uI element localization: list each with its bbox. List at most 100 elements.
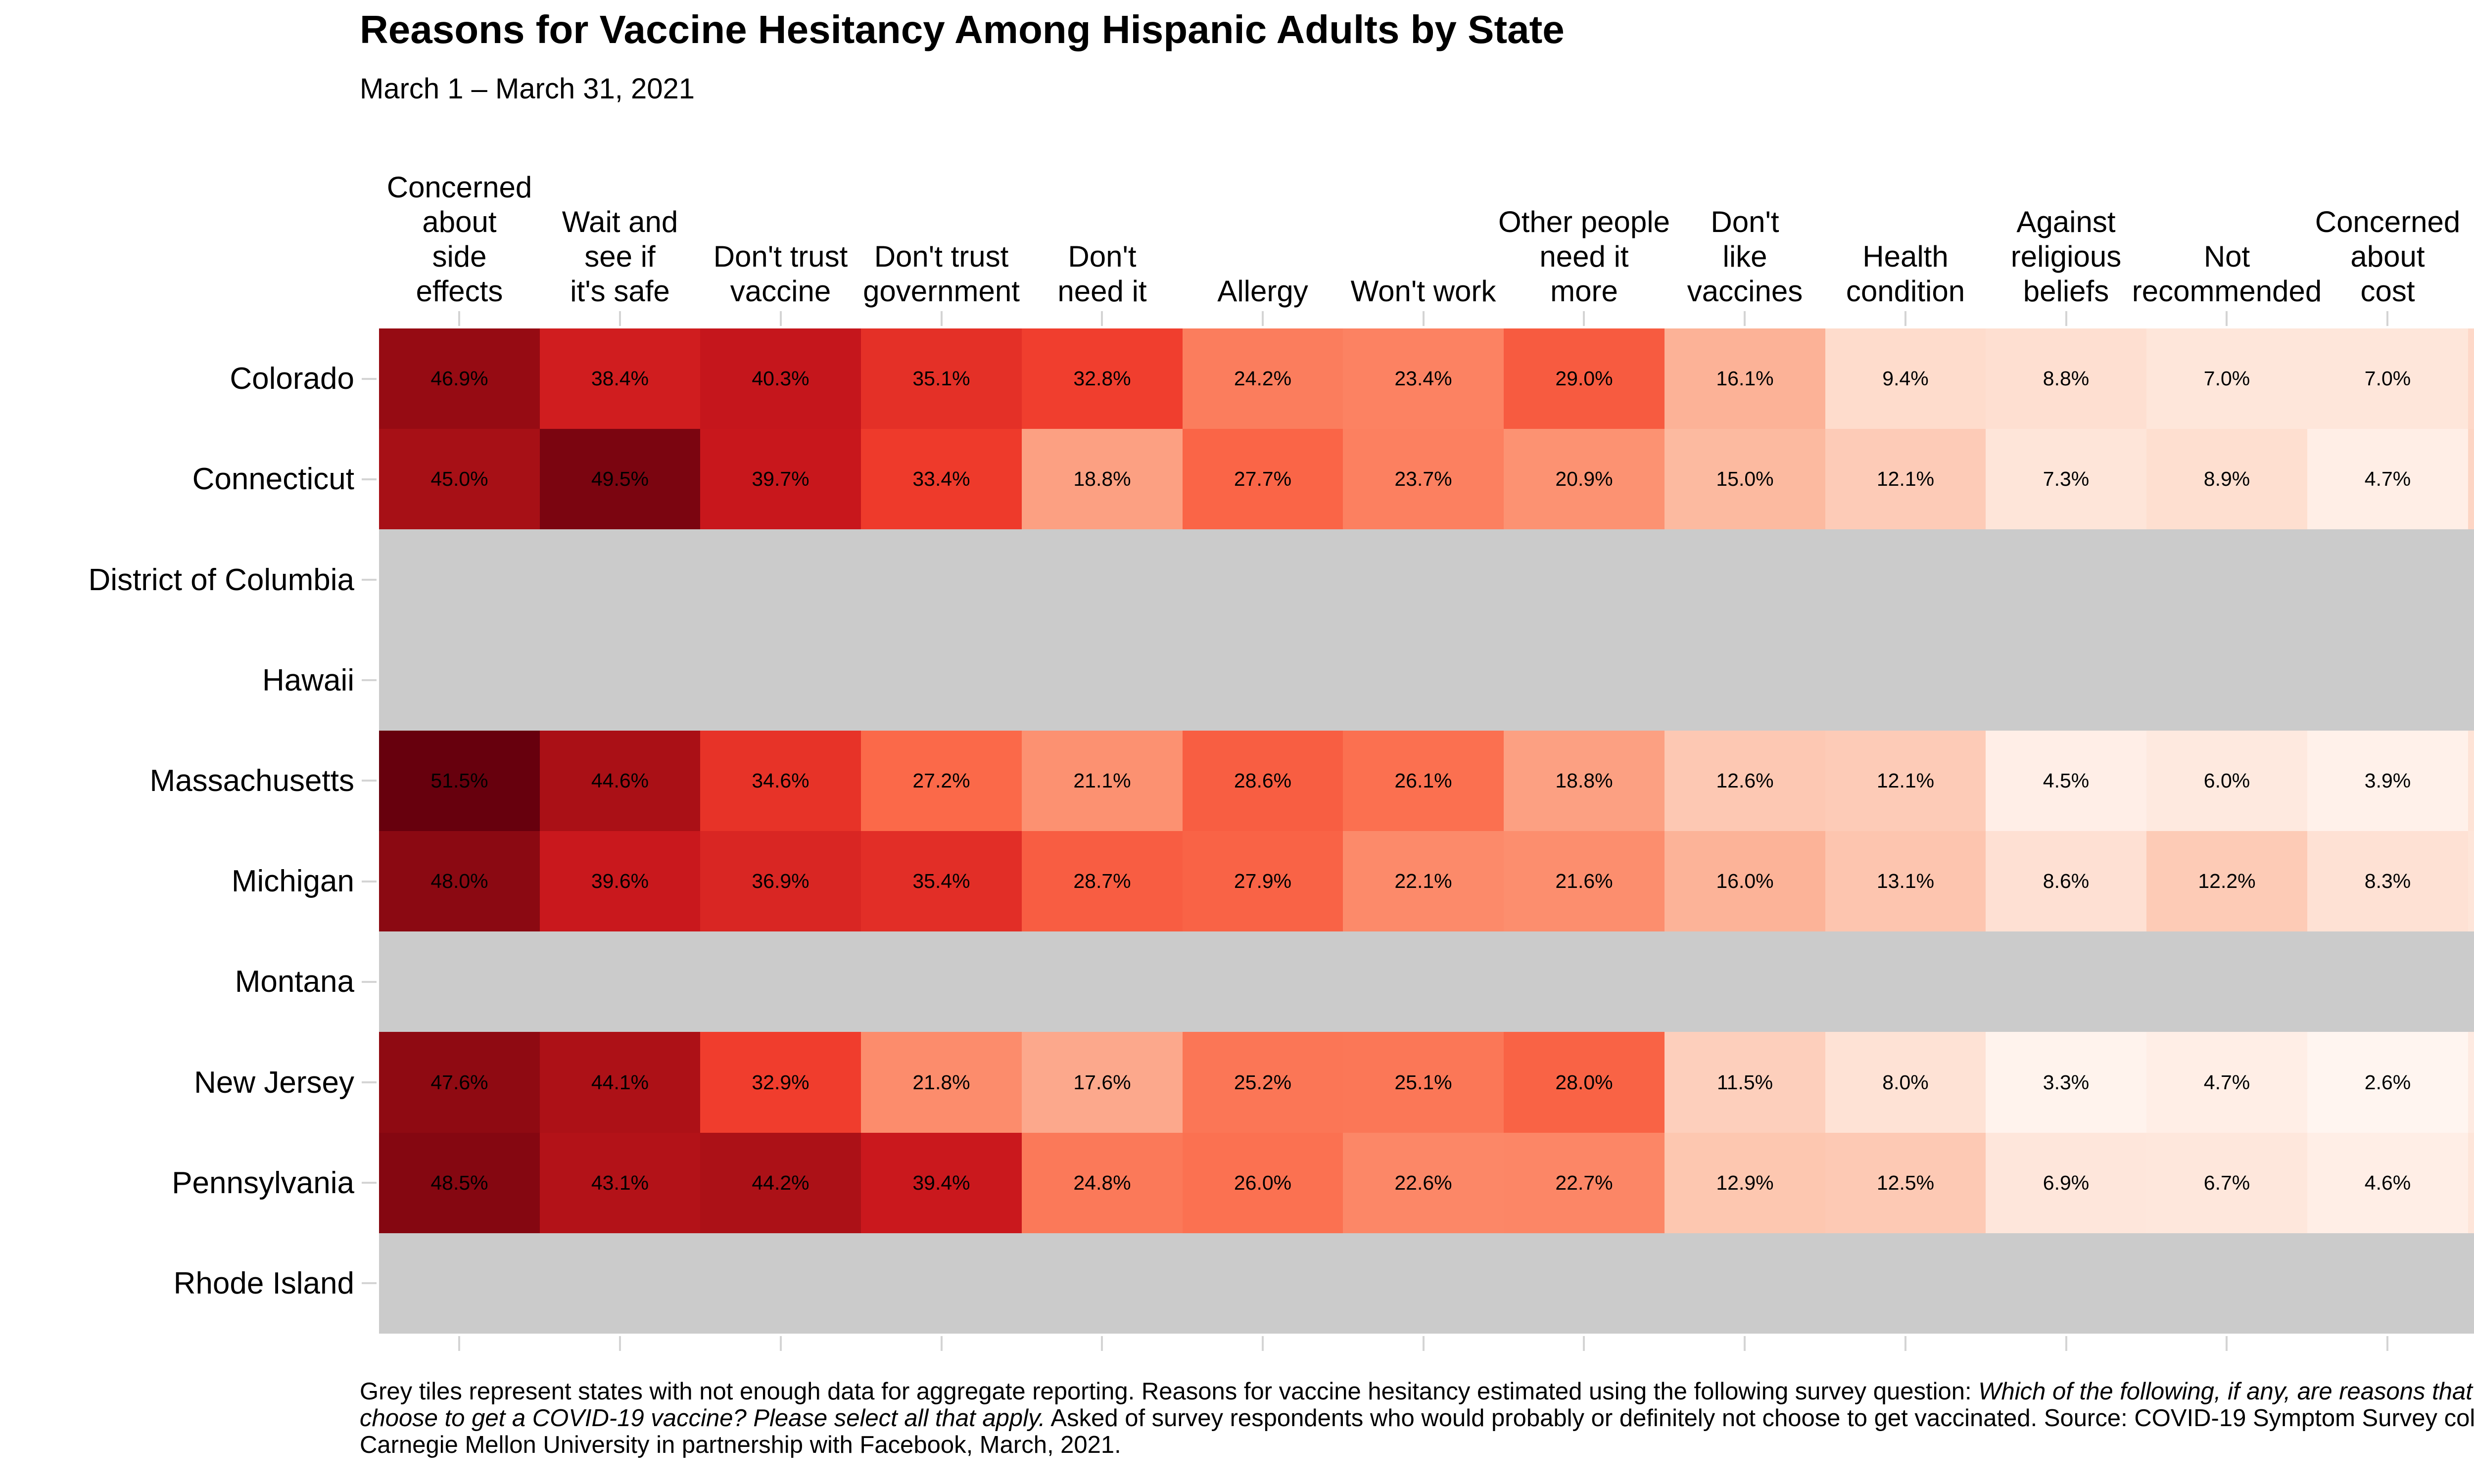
heatmap-cell-missing: [540, 630, 700, 731]
cell-value: 24.8%: [1073, 1171, 1131, 1194]
column-header: Concerned about cost: [2258, 139, 2474, 309]
heatmap-cell: 48.0%: [379, 831, 540, 931]
heatmap-cell: 21.6%: [1504, 831, 1665, 931]
heatmap-cell-missing: [2468, 529, 2474, 630]
column-header: Allergy: [1133, 139, 1392, 309]
cell-value: 24.2%: [1234, 367, 1292, 390]
axis-tick-bottom: [1904, 1336, 1906, 1351]
heatmap-cell: 28.0%: [1504, 1032, 1665, 1133]
axis-tick-top: [2065, 311, 2067, 326]
cell-value: 21.1%: [1073, 769, 1131, 792]
page-title: Reasons for Vaccine Hesitancy Among Hisp…: [360, 7, 1565, 51]
heatmap-cell: 13.1%: [1825, 831, 1986, 931]
row-label: Michigan: [231, 864, 354, 898]
axis-tick-left: [362, 981, 377, 983]
heatmap-cell: 8.3%: [2307, 831, 2468, 931]
column-header: Concerned about side effects: [330, 139, 589, 309]
heatmap-cell: 10.5%: [2468, 429, 2474, 529]
heatmap-cell: 45.0%: [379, 429, 540, 529]
cell-value: 27.2%: [912, 769, 970, 792]
cell-value: 28.7%: [1073, 870, 1131, 892]
heatmap-cell: 32.8%: [1022, 328, 1183, 429]
footnote-text: Asked of survey respondents who would pr…: [360, 1405, 2474, 1458]
heatmap-cell: 7.0%: [2146, 328, 2307, 429]
axis-tick-top: [2386, 311, 2388, 326]
axis-tick-left: [362, 1282, 377, 1284]
cell-value: 26.1%: [1394, 769, 1452, 792]
heatmap-cell: 7.8%: [2468, 731, 2474, 831]
heatmap-cell: 12.2%: [2146, 831, 2307, 931]
cell-value: 44.2%: [752, 1171, 809, 1194]
heatmap-cell: 39.6%: [540, 831, 700, 931]
cell-value: 32.9%: [752, 1070, 809, 1094]
heatmap-cell-missing: [1022, 630, 1183, 731]
heatmap-cell: 3.3%: [1986, 1032, 2146, 1133]
heatmap-cell: 12.1%: [1825, 429, 1986, 529]
cell-value: 49.5%: [591, 467, 649, 490]
cell-value: 22.7%: [1555, 1171, 1613, 1194]
heatmap-cell-missing: [540, 1233, 700, 1334]
row-label: Colorado: [230, 362, 354, 396]
cell-value: 39.4%: [912, 1171, 970, 1194]
heatmap-cell: 7.3%: [1986, 429, 2146, 529]
column-header-label: Don't like vaccines: [1687, 205, 1803, 308]
column-header-label: Won't work: [1350, 275, 1496, 308]
heatmap-cell: 43.1%: [540, 1133, 700, 1233]
heatmap-cell: 21.1%: [1022, 731, 1183, 831]
column-header-label: Don't need it: [1057, 240, 1147, 308]
cell-value: 18.8%: [1073, 467, 1131, 490]
row-label: Massachusetts: [149, 764, 354, 798]
column-header-label: Other people need it more: [1498, 205, 1670, 308]
heatmap-cell-missing: [1022, 1233, 1183, 1334]
heatmap-cell: 34.6%: [700, 731, 861, 831]
heatmap-cell: 29.0%: [1504, 328, 1665, 429]
heatmap-cell: 48.5%: [379, 1133, 540, 1233]
heatmap-cell: 23.4%: [1343, 328, 1504, 429]
column-header-label: Don't trust vaccine: [713, 240, 848, 308]
heatmap-cell-missing: [1343, 1233, 1504, 1334]
heatmap-cell-missing: [379, 1233, 540, 1334]
heatmap-cell: 40.3%: [700, 328, 861, 429]
heatmap-cell-missing: [861, 1233, 1022, 1334]
cell-value: 25.1%: [1394, 1070, 1452, 1094]
heatmap-cell-missing: [1343, 630, 1504, 731]
heatmap-cell: 12.6%: [1665, 731, 1825, 831]
cell-value: 45.0%: [430, 467, 488, 490]
cell-value: 8.0%: [1882, 1070, 1929, 1094]
column-header: Don't need it: [972, 139, 1232, 309]
cell-value: 12.6%: [1716, 769, 1774, 792]
heatmap-cell-missing: [1825, 529, 1986, 630]
heatmap-cell-missing: [1343, 529, 1504, 630]
axis-tick-left: [362, 881, 377, 882]
cell-value: 6.9%: [2043, 1171, 2090, 1194]
cell-value: 51.5%: [430, 769, 488, 792]
heatmap-cell: 35.4%: [861, 831, 1022, 931]
heatmap-cell-missing: [1504, 529, 1665, 630]
heatmap-cell-missing: [700, 529, 861, 630]
heatmap-cell: 8.0%: [1825, 1032, 1986, 1133]
heatmap-cell: 26.1%: [1343, 731, 1504, 831]
heatmap-cell: 2.6%: [2307, 1032, 2468, 1133]
cell-value: 12.9%: [1716, 1171, 1774, 1194]
column-header: Don't trust government: [811, 139, 1071, 309]
heatmap-cell-missing: [2307, 630, 2468, 731]
axis-tick-top: [1101, 311, 1103, 326]
heatmap-cell-missing: [2146, 931, 2307, 1032]
row-label: Hawaii: [262, 663, 354, 697]
heatmap-cell: 27.7%: [1183, 429, 1343, 529]
heatmap-cell: 18.8%: [1022, 429, 1183, 529]
heatmap-cell: 39.7%: [700, 429, 861, 529]
heatmap-cell-missing: [1986, 931, 2146, 1032]
heatmap-cell-missing: [540, 529, 700, 630]
cell-value: 8.3%: [2364, 870, 2411, 892]
cell-value: 7.0%: [2203, 367, 2250, 390]
column-header-label: Concerned about side effects: [386, 171, 532, 308]
cell-value: 12.2%: [2198, 870, 2256, 892]
axis-tick-left: [362, 378, 377, 380]
heatmap-cell: 24.8%: [1022, 1133, 1183, 1233]
heatmap-cell: 12.1%: [1825, 731, 1986, 831]
column-header: Won't work: [1293, 139, 1553, 309]
heatmap-cell-missing: [2468, 1233, 2474, 1334]
cell-value: 27.9%: [1234, 870, 1292, 892]
